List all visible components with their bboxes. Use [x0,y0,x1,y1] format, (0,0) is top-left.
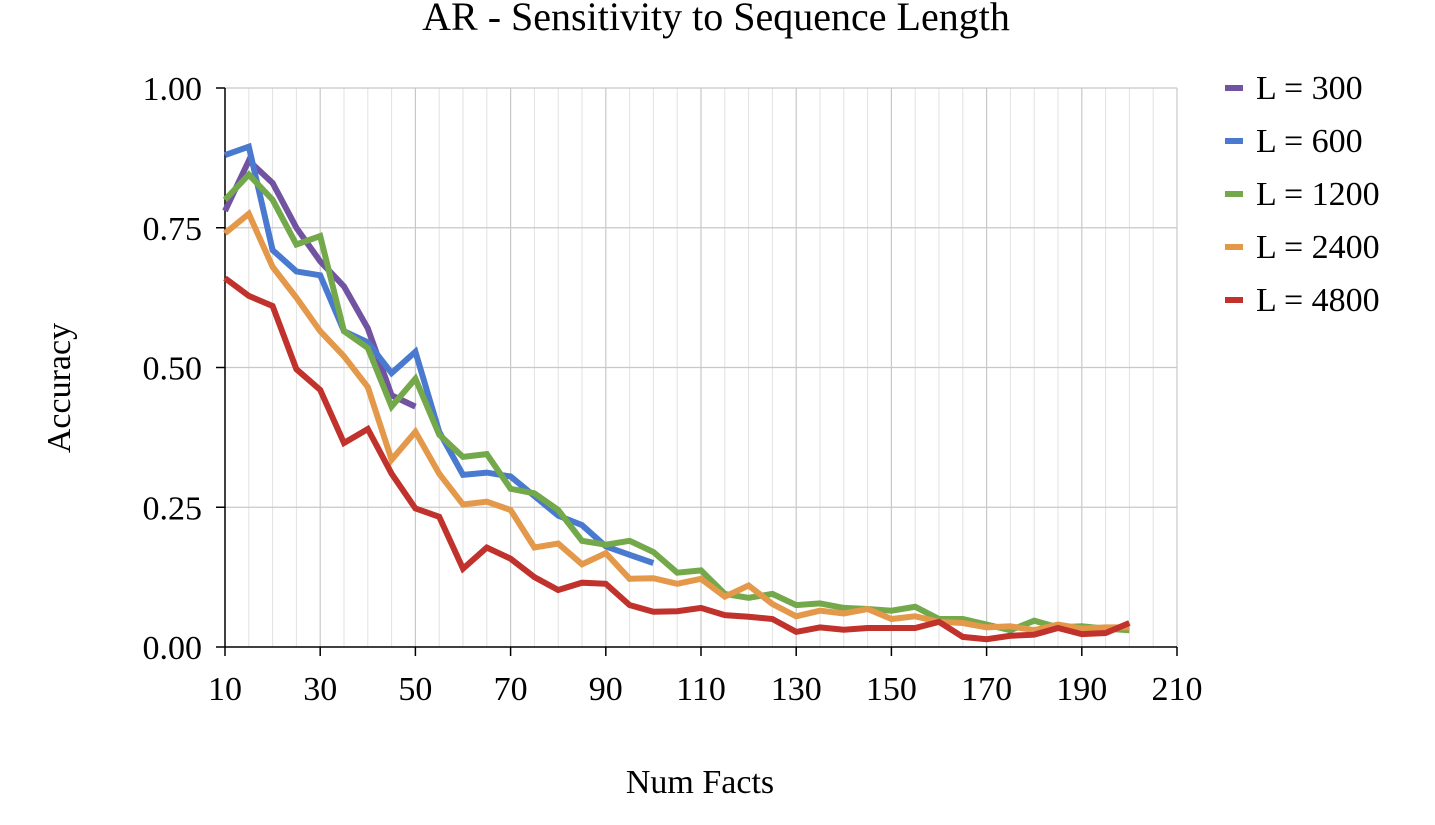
series-layer [222,142,1131,643]
y-tick-label: 0.25 [143,490,203,527]
x-tick-label: 210 [1152,671,1203,708]
x-tick-label: 30 [303,671,337,708]
y-tick-label: 1.00 [143,71,203,108]
x-tick-label: 10 [208,671,242,708]
legend-item-l1200: L = 1200 [1225,176,1380,213]
y-axis-title: Accuracy [41,323,78,453]
x-tick-label: 90 [589,671,623,708]
series-line-l2400 [223,208,1130,634]
grid-lines [225,87,1178,647]
axes [216,87,1178,656]
legend-label: L = 1200 [1256,176,1380,213]
legend-item-l4800: L = 4800 [1225,282,1380,319]
legend-item-l600: L = 600 [1225,123,1363,160]
legend-label: L = 600 [1256,123,1363,160]
legend: L = 300 L = 600 L = 1200 L = 2400 L = 4800 [1225,70,1380,319]
legend-label: L = 4800 [1256,282,1380,319]
y-tick-label: 0.00 [143,630,203,667]
x-tick-label: 130 [771,671,822,708]
x-tick-label: 190 [1056,671,1107,708]
chart-title: AR - Sensitivity to Sequence Length [422,0,1010,39]
tick-labels: 10 30 50 70 90 110 130 150 170 190 210 0.00 0.25 0.50… [143,71,1203,708]
legend-label: L = 300 [1256,70,1363,107]
series-line-l1200 [222,170,1130,634]
x-tick-label: 110 [676,671,726,708]
x-tick-label: 150 [866,671,917,708]
legend-item-l300: L = 300 [1225,70,1363,107]
series-line-l4800 [223,275,1131,643]
x-tick-label: 70 [494,671,528,708]
y-tick-label: 0.50 [143,351,203,388]
legend-label: L = 2400 [1256,229,1380,266]
x-axis-title: Num Facts [626,764,774,801]
legend-item-l2400: L = 2400 [1225,229,1380,266]
x-tick-label: 170 [961,671,1012,708]
x-tick-label: 50 [398,671,432,708]
y-tick-label: 0.75 [143,211,203,248]
